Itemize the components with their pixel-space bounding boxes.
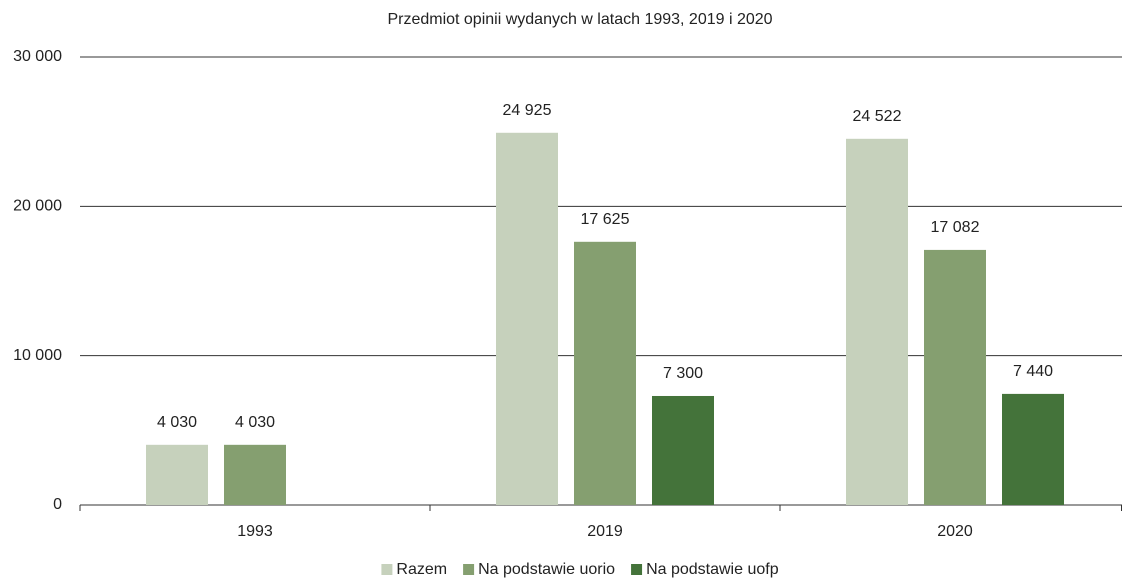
value-label: 24 522 xyxy=(853,108,902,125)
bar xyxy=(652,395,714,505)
x-tick-label: 2019 xyxy=(587,523,623,540)
bar xyxy=(924,249,986,505)
value-label: 7 440 xyxy=(1013,363,1053,380)
value-label: 7 300 xyxy=(663,365,703,382)
y-tick-label: 0 xyxy=(53,496,62,513)
legend-label: Na podstawie uofp xyxy=(646,561,779,578)
x-tick-label: 1993 xyxy=(237,523,273,540)
bar xyxy=(224,444,286,505)
legend-swatch xyxy=(381,564,393,575)
y-tick-label: 10 000 xyxy=(13,347,62,364)
bar xyxy=(574,241,636,506)
bar xyxy=(846,138,908,505)
value-label: 24 925 xyxy=(503,102,552,119)
y-tick-label: 20 000 xyxy=(13,198,62,215)
x-tick-label: 2020 xyxy=(937,523,973,540)
y-tick-label: 30 000 xyxy=(13,48,62,65)
value-label: 17 082 xyxy=(931,219,980,236)
bar xyxy=(496,132,558,505)
bar xyxy=(146,444,208,505)
legend-label: Na podstawie uorio xyxy=(478,561,615,578)
chart-title: Przedmiot opinii wydanych w latach 1993,… xyxy=(387,11,772,28)
legend-label: Razem xyxy=(396,561,447,578)
value-label: 4 030 xyxy=(235,414,275,431)
value-label: 4 030 xyxy=(157,414,197,431)
legend-swatch xyxy=(631,564,643,575)
value-label: 17 625 xyxy=(581,211,630,228)
bar xyxy=(1002,393,1064,505)
legend-swatch xyxy=(463,564,475,575)
